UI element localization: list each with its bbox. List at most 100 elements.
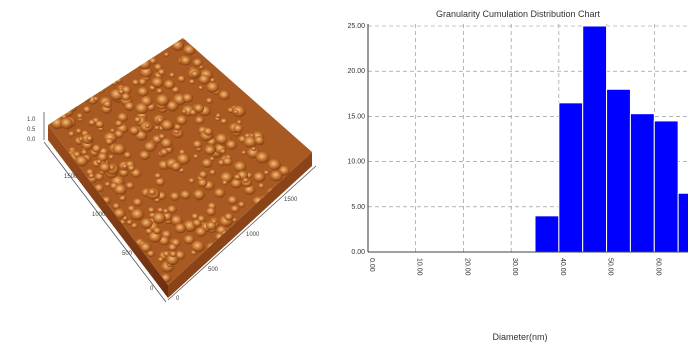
afm-grain [243, 136, 257, 148]
afm-grain [131, 79, 140, 86]
y-tick-label: 0.00 [351, 249, 365, 256]
afm-grain [75, 155, 88, 167]
afm-grain [237, 201, 246, 208]
afm-grain [171, 40, 185, 51]
afm-grain [75, 128, 83, 134]
histogram-bar [653, 120, 679, 253]
afm-grain [222, 157, 233, 166]
x-tick-label: 0.00 [368, 258, 375, 272]
afm-grain [205, 97, 213, 104]
x-tick-label: 20.00 [463, 258, 470, 276]
afm-grain [139, 66, 153, 78]
afm-grain [162, 208, 169, 214]
histogram-bar [677, 192, 688, 253]
afm-grain [147, 206, 156, 214]
afm-grain [113, 208, 126, 219]
afm-grain [93, 96, 99, 102]
afm-grain [105, 137, 114, 146]
afm-grain [230, 205, 240, 213]
afm-grain [197, 178, 208, 188]
afm-grain [114, 120, 123, 127]
afm-grain [99, 162, 111, 173]
afm-grain [232, 217, 238, 223]
afm-grain [59, 117, 73, 129]
y-tick-label: 10.00 [347, 159, 365, 166]
afm-grain [110, 79, 118, 86]
histogram-bar [558, 102, 584, 253]
afm-grain [214, 133, 228, 145]
afm-grain [138, 78, 147, 86]
afm-grain [110, 128, 116, 133]
afm-grain [272, 202, 280, 209]
afm-grain [91, 144, 102, 153]
afm-grain [144, 123, 151, 128]
afm-grain [194, 116, 205, 125]
afm-grain [219, 171, 234, 184]
afm-grain [124, 101, 135, 111]
afm-grain [130, 208, 145, 221]
afm-grain [143, 141, 156, 152]
afm-axis-x [167, 165, 317, 301]
afm-grain [220, 118, 228, 125]
afm-grain [218, 90, 230, 101]
afm-grain [181, 109, 187, 114]
afm-grain [191, 213, 199, 220]
afm-grain [102, 100, 112, 108]
afm-grain [173, 123, 182, 131]
afm-grain [108, 154, 115, 160]
y-tick-label: 15.00 [347, 113, 365, 120]
afm-grain [191, 70, 199, 78]
afm-grain [97, 87, 105, 94]
afm-grain [152, 212, 166, 224]
afm-grain [241, 150, 247, 155]
afm-x-tick: 500 [208, 267, 219, 273]
afm-grain [134, 102, 149, 115]
afm-grain [153, 227, 162, 235]
x-tick-label: 10.00 [416, 258, 423, 276]
afm-grain [270, 210, 277, 216]
afm-grain [179, 55, 192, 66]
afm-grain [169, 192, 180, 201]
afm-grain [219, 148, 226, 154]
histogram-bar [582, 25, 608, 253]
afm-grain [139, 242, 152, 253]
afm-grain [123, 151, 132, 159]
afm-side-right [168, 152, 312, 298]
afm-grain [233, 124, 244, 133]
afm-grain [134, 116, 142, 123]
afm-z-tick: 0.0 [27, 137, 36, 143]
afm-grain [233, 109, 239, 115]
afm-grain [88, 119, 96, 126]
afm-grain [154, 172, 162, 179]
afm-grain [112, 202, 121, 210]
chart-x-label: Diameter(nm) [492, 332, 547, 342]
afm-grain [203, 127, 214, 136]
afm-z-tick: 0.5 [27, 127, 36, 133]
afm-grain [157, 207, 164, 213]
y-tick-label: 20.00 [347, 68, 365, 75]
afm-grain [155, 94, 170, 106]
afm-grain [198, 74, 210, 85]
afm-grain [175, 115, 188, 126]
afm-grain [122, 164, 128, 169]
afm-grain [139, 150, 151, 160]
afm-grain [148, 231, 162, 243]
afm-grain [251, 146, 257, 151]
afm-grain [113, 183, 127, 196]
afm-grain [192, 140, 203, 149]
afm-grain [160, 148, 169, 156]
afm-grain [225, 139, 237, 150]
afm-grain [269, 170, 283, 182]
afm-grain [157, 256, 164, 263]
afm-grain [173, 129, 180, 135]
x-tick-label: 30.00 [511, 258, 518, 276]
afm-grain [176, 153, 191, 165]
afm-grain [183, 234, 195, 245]
afm-grain [192, 219, 202, 228]
afm-axis-y [43, 141, 167, 303]
afm-grain [171, 86, 180, 94]
x-tick-label: 50.00 [607, 258, 614, 276]
afm-grain [167, 205, 177, 214]
afm-x-tick: 1000 [246, 232, 260, 238]
afm-grain [94, 172, 104, 181]
